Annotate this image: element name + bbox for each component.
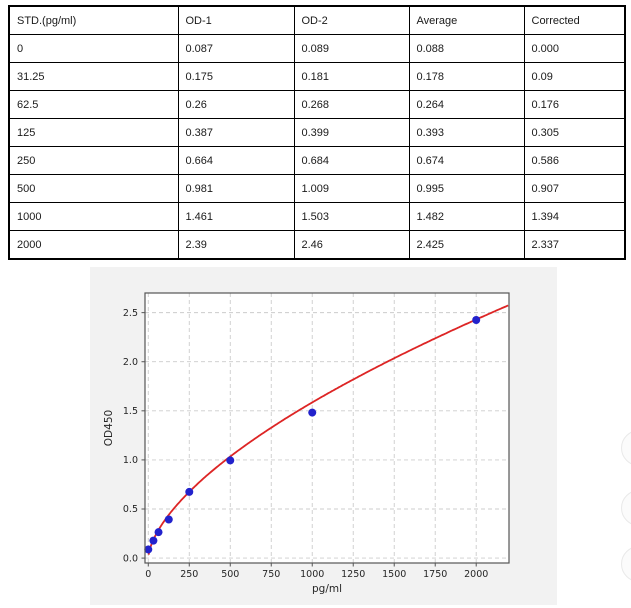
table-row: 62.5 0.26 0.268 0.264 0.176 xyxy=(8,90,626,119)
table-cell: 62.5 xyxy=(8,90,179,119)
table-cell: 0.175 xyxy=(177,62,295,91)
table-row: 0 0.087 0.089 0.088 0.000 xyxy=(8,34,626,63)
table-cell: 0.907 xyxy=(523,174,626,203)
table-cell: 1000 xyxy=(8,202,179,231)
table-row: 1000 1.461 1.503 1.482 1.394 xyxy=(8,202,626,231)
table-row: 250 0.664 0.684 0.674 0.586 xyxy=(8,146,626,175)
y-tick-label: 2.5 xyxy=(123,308,138,319)
table-cell: 0.586 xyxy=(523,146,626,175)
column-header: Corrected xyxy=(523,5,626,35)
plot-border xyxy=(144,292,510,564)
x-tick-label: 250 xyxy=(180,569,198,580)
table-cell: 0.387 xyxy=(177,118,295,147)
table-row: 500 0.981 1.009 0.995 0.907 xyxy=(8,174,626,203)
data-point xyxy=(164,515,173,524)
header-row: STD.(pg/ml) OD-1 OD-2 Average Corrected xyxy=(8,5,626,35)
standards-table-body: 0 0.087 0.089 0.088 0.000 31.25 0.175 0.181 0.17… xyxy=(8,34,626,260)
table-cell: 1.461 xyxy=(177,202,295,231)
x-tick-label: 2000 xyxy=(464,569,488,580)
table-cell: 0.393 xyxy=(408,118,525,147)
y-tick-label: 1.0 xyxy=(123,455,138,466)
table-cell: 1.482 xyxy=(408,202,525,231)
table-cell: 31.25 xyxy=(8,62,179,91)
column-header: Average xyxy=(408,5,525,35)
table-cell: 0.181 xyxy=(293,62,410,91)
fit-curve xyxy=(147,304,509,555)
table-cell: 0.664 xyxy=(177,146,295,175)
table-cell: 0.264 xyxy=(408,90,525,119)
table-cell: 0.305 xyxy=(523,118,626,147)
table-cell: 0.178 xyxy=(408,62,525,91)
table-cell: 250 xyxy=(8,146,179,175)
floating-button-3[interactable] xyxy=(621,546,631,582)
table-row: 31.25 0.175 0.181 0.178 0.09 xyxy=(8,62,626,91)
table-cell: 0.000 xyxy=(523,34,626,63)
column-header: OD-2 xyxy=(293,5,410,35)
table-cell: 0.089 xyxy=(293,34,410,63)
table-row: 2000 2.39 2.46 2.425 2.337 xyxy=(8,230,626,260)
data-point xyxy=(226,456,235,465)
table-cell: 0.684 xyxy=(293,146,410,175)
x-tick-label: 1750 xyxy=(423,569,447,580)
table-cell: 0.268 xyxy=(293,90,410,119)
data-point xyxy=(154,528,163,537)
standard-curve-plot: 0 250 500 750 1000 1250 1500 1750 2000 0.0 0.5 1.0 1… xyxy=(90,267,557,605)
y-axis-label: OD450 xyxy=(103,410,115,446)
table-cell: 0.09 xyxy=(523,62,626,91)
column-header: STD.(pg/ml) xyxy=(8,5,179,35)
data-point xyxy=(472,316,481,324)
table-cell: 2.337 xyxy=(523,230,626,260)
y-tick-label: 2.0 xyxy=(123,357,138,368)
table-cell: 2.39 xyxy=(177,230,295,260)
table-cell: 0.176 xyxy=(523,90,626,119)
x-axis-label: pg/ml xyxy=(312,583,342,595)
data-point xyxy=(185,487,194,496)
table-cell: 1.394 xyxy=(523,202,626,231)
x-tick-label: 0 xyxy=(145,569,151,580)
standard-curve-chart: 0 250 500 750 1000 1250 1500 1750 2000 0.0 0.5 1.0 1… xyxy=(90,267,557,605)
x-tick-label: 1250 xyxy=(341,569,365,580)
table-cell: 0.995 xyxy=(408,174,525,203)
x-tick-label: 750 xyxy=(262,569,280,580)
table-cell: 0.981 xyxy=(177,174,295,203)
y-tick-label: 1.5 xyxy=(123,406,138,417)
table-cell: 0.674 xyxy=(408,146,525,175)
table-cell: 2.425 xyxy=(408,230,525,260)
table-cell: 0.088 xyxy=(408,34,525,63)
table-cell: 1.503 xyxy=(293,202,410,231)
column-header: OD-1 xyxy=(177,5,295,35)
table-row: 125 0.387 0.399 0.393 0.305 xyxy=(8,118,626,147)
table-cell: 2000 xyxy=(8,230,179,260)
y-tick-label: 0.0 xyxy=(123,553,138,564)
table-cell: 0.087 xyxy=(177,34,295,63)
table-cell: 500 xyxy=(8,174,179,203)
data-point xyxy=(149,536,158,545)
data-point xyxy=(144,545,153,554)
table-cell: 0.26 xyxy=(177,90,295,119)
table-cell: 0 xyxy=(8,34,179,63)
y-tick-label: 0.5 xyxy=(123,504,138,515)
data-point xyxy=(308,408,317,417)
x-tick-label: 1000 xyxy=(300,569,324,580)
table-cell: 1.009 xyxy=(293,174,410,203)
standards-table: STD.(pg/ml) OD-1 OD-2 Average Corrected 0 0.0… xyxy=(8,5,626,260)
table-cell: 2.46 xyxy=(293,230,410,260)
table-cell: 0.399 xyxy=(293,118,410,147)
floating-button-1[interactable] xyxy=(621,430,631,466)
x-tick-label: 1500 xyxy=(382,569,406,580)
floating-button-2[interactable] xyxy=(621,490,631,526)
table-cell: 125 xyxy=(8,118,179,147)
standards-table-header: STD.(pg/ml) OD-1 OD-2 Average Corrected xyxy=(8,5,626,35)
plot-background xyxy=(145,293,509,563)
x-tick-label: 500 xyxy=(221,569,239,580)
